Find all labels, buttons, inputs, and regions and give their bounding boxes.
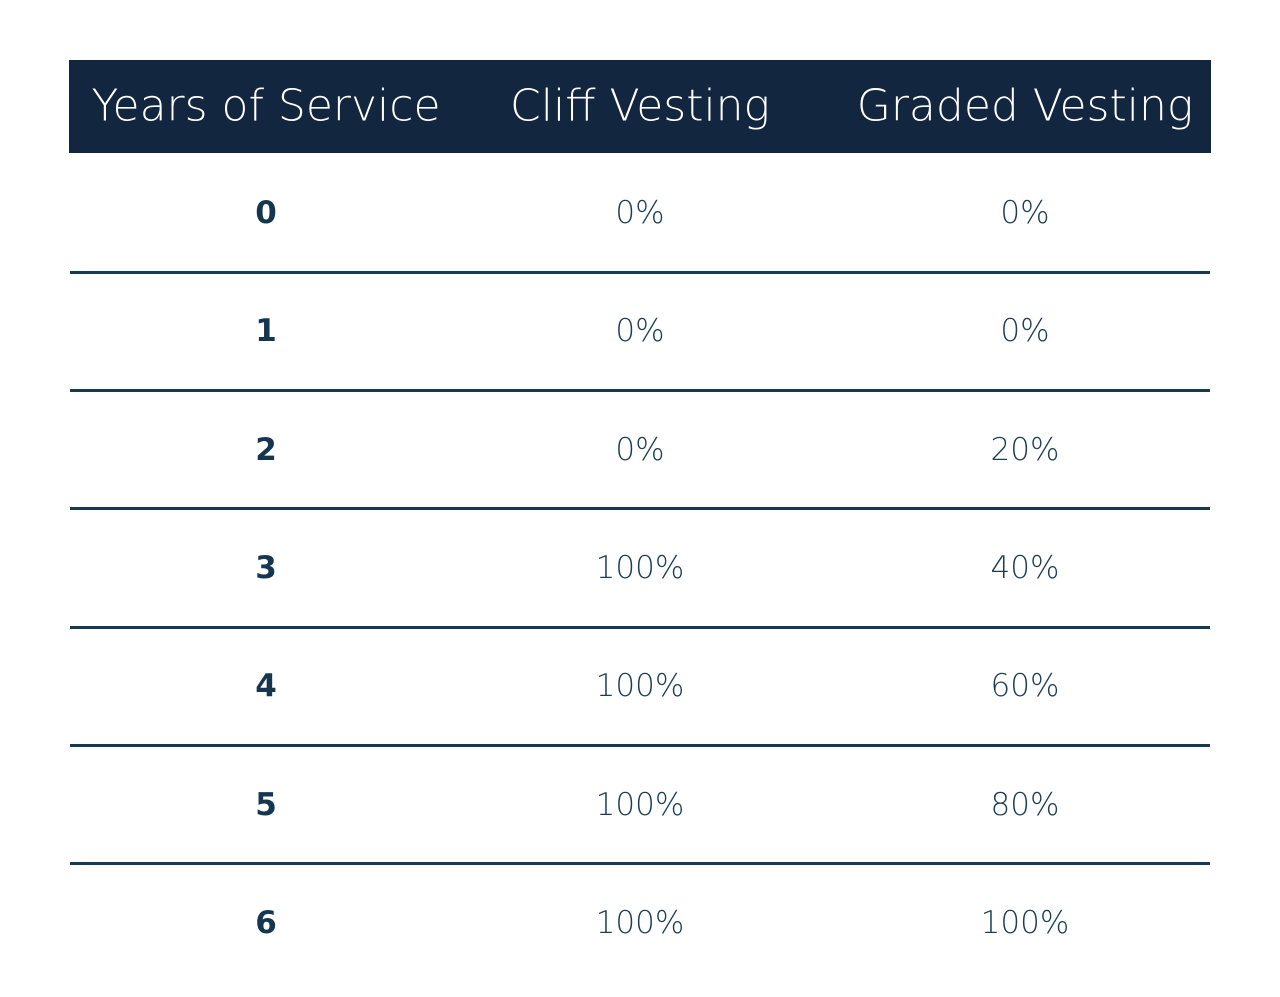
row-label: 3: [255, 550, 277, 587]
cell-value: 80%: [990, 786, 1060, 823]
cell-value: 0%: [1000, 313, 1050, 350]
cell-value: 100%: [980, 904, 1070, 941]
cell-value: 0%: [1000, 195, 1050, 232]
row-label: 4: [255, 668, 277, 705]
row-separator: [70, 389, 1210, 393]
header-cell: Cliff Vesting: [510, 80, 770, 132]
cell-value: 0%: [615, 195, 665, 232]
cell-value: 100%: [595, 550, 685, 587]
row-label: 1: [255, 313, 277, 350]
row-separator: [70, 507, 1210, 511]
cell-value: 0%: [615, 431, 665, 468]
header-bar: [69, 60, 1211, 153]
row-label: 5: [255, 786, 277, 823]
row-label: 0: [255, 195, 277, 232]
cell-value: 60%: [990, 668, 1060, 705]
cell-value: 100%: [595, 668, 685, 705]
row-label: 6: [255, 904, 277, 941]
row-separator: [70, 744, 1210, 747]
cell-value: 40%: [990, 550, 1060, 587]
header-cell: Years of Service: [91, 80, 441, 132]
cell-value: 100%: [595, 786, 685, 823]
cell-value: 20%: [990, 431, 1060, 468]
row-separator: [70, 862, 1210, 866]
row-separator: [70, 625, 1210, 629]
row-label: 2: [255, 431, 277, 468]
header-cell: Graded Vesting: [856, 80, 1194, 132]
cell-value: 100%: [595, 904, 685, 941]
cell-value: 0%: [615, 313, 665, 350]
row-separator: [70, 270, 1210, 274]
